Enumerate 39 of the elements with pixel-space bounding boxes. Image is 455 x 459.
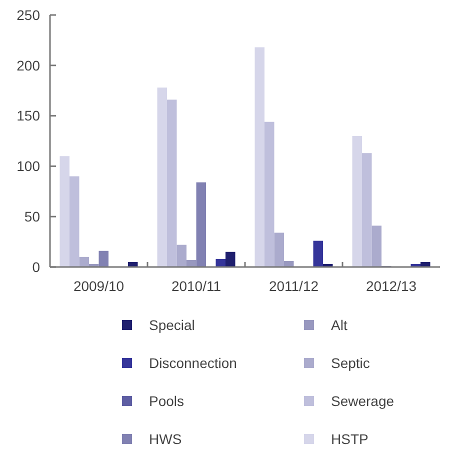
legend-label: Septic	[331, 354, 370, 371]
bar	[274, 232, 284, 267]
bar	[186, 260, 196, 267]
bar	[254, 47, 264, 267]
y-tick-label: 200	[16, 57, 40, 74]
bar	[79, 256, 89, 267]
legend-label: HWS	[149, 430, 182, 447]
x-tick-label: 2010/11	[171, 278, 222, 294]
legend-label: Pools	[149, 392, 184, 409]
legend-label: HSTP	[331, 430, 368, 447]
x-tick-label: 2011/12	[268, 278, 319, 294]
x-tick-label: 2009/10	[73, 278, 124, 294]
y-tick-label: 50	[24, 208, 40, 224]
bar	[352, 136, 362, 267]
bar	[167, 100, 177, 267]
y-tick-label: 250	[16, 6, 40, 23]
y-tick-label: 150	[16, 108, 40, 124]
bar	[313, 240, 323, 267]
bar	[98, 250, 108, 267]
y-tick-label: 0	[32, 258, 40, 275]
legend-label: Sewerage	[331, 392, 394, 409]
y-tick-label: 100	[16, 158, 40, 174]
bar	[128, 262, 138, 267]
bar	[70, 176, 80, 267]
bar	[362, 153, 372, 267]
bar	[226, 252, 236, 267]
bar	[196, 182, 206, 267]
legend-label: Disconnection	[149, 354, 237, 371]
x-tick-label: 2012/13	[366, 278, 417, 294]
legend-label: Special	[149, 316, 195, 333]
bar	[420, 262, 430, 267]
legend-label: Alt	[331, 316, 348, 333]
bar	[216, 258, 226, 267]
bar	[372, 226, 382, 267]
bar	[176, 244, 186, 267]
bar	[157, 88, 167, 267]
bar	[264, 122, 274, 267]
bar	[60, 156, 70, 267]
bar	[284, 260, 294, 267]
